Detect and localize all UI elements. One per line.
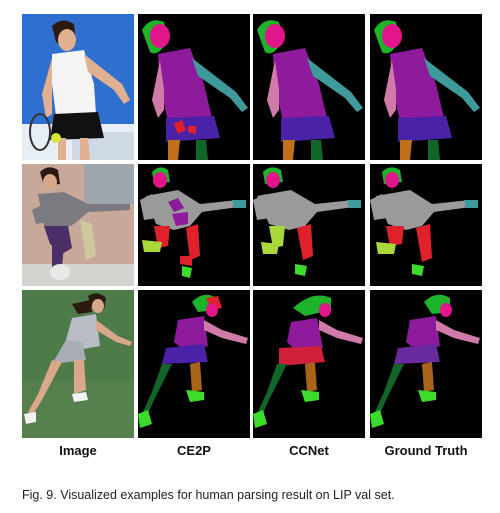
input-image-2 [22, 164, 134, 286]
ccnet-mask-1 [253, 14, 365, 160]
column-label-ground-truth: Ground Truth [384, 443, 468, 458]
ccnet-mask-2 [253, 164, 365, 286]
column-label-image: Image [59, 443, 97, 458]
column-label-ccnet: CCNet [289, 443, 329, 458]
input-image-3 [22, 290, 134, 438]
ground-truth-mask-2 [370, 164, 482, 286]
ground-truth-mask-3 [370, 290, 482, 438]
figure-caption: Fig. 9. Visualized examples for human pa… [22, 488, 395, 502]
ce2p-mask-3 [138, 290, 250, 438]
ccnet-mask-3 [253, 290, 365, 438]
ce2p-mask-1 [138, 14, 250, 160]
ground-truth-mask-1 [370, 14, 482, 160]
column-label-ce2p: CE2P [177, 443, 211, 458]
ce2p-mask-2 [138, 164, 250, 286]
input-image-1 [22, 14, 134, 160]
